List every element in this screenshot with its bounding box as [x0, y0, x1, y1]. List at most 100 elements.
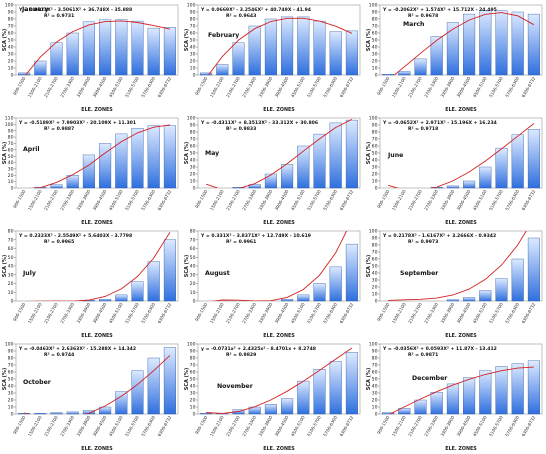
x-tick-label: 3300-3900	[440, 189, 456, 212]
bar-4500-5100	[297, 145, 310, 189]
y-tick-label: 50	[190, 377, 196, 383]
x-tick-label: 5700-6300	[322, 302, 338, 325]
bar-6300-6732	[163, 125, 176, 189]
y-tick-label: 60	[372, 370, 378, 376]
y-tick-label: 40	[8, 384, 14, 390]
x-tick-label: 6300-6732	[157, 189, 173, 212]
x-tick-label: 1500-2100	[391, 415, 407, 438]
r-squared: R² = 0.9965	[44, 239, 74, 245]
bar-2700-3300	[66, 175, 79, 189]
y-tick-label: 70	[8, 363, 14, 369]
x-tick-label: 4500-5100	[108, 415, 124, 438]
trend-line	[24, 20, 170, 75]
x-tick-label: 6300-6732	[521, 415, 537, 438]
x-tick-label: 3300-3900	[258, 302, 274, 325]
x-tick-label: 3900-4500	[92, 189, 108, 212]
trend-equation: Y = 0.2178X³ - 1.6167X² + 3.2666X - 0.93…	[382, 233, 496, 239]
trend-equation: Y = -0.0463X³ + 2.6363X² - 15.288X + 14.…	[18, 346, 136, 352]
x-axis-label: ELE. ZONES	[263, 107, 295, 113]
month-label: December	[412, 375, 448, 382]
x-tick-label: 5100-5700	[488, 415, 504, 438]
bar-5100-5700	[131, 20, 144, 76]
x-tick-label: 2100-2700	[225, 189, 241, 212]
x-tick-label: 3900-4500	[92, 76, 108, 99]
x-tick-label: 2700-3300	[423, 189, 439, 212]
x-tick-label: 3300-3900	[440, 302, 456, 325]
x-tick-label: 2100-2700	[407, 302, 423, 325]
x-tick-label: 4500-5100	[290, 76, 306, 99]
x-tick-label: 5100-5700	[124, 415, 140, 438]
bar-4500-5100	[479, 166, 492, 189]
bar-5100-5700	[131, 127, 144, 189]
y-tick-label: 100	[5, 342, 14, 348]
x-tick-label: 5100-5700	[306, 189, 322, 212]
y-tick-label: 20	[372, 172, 378, 178]
y-tick-label: 0	[193, 412, 196, 418]
x-tick-label: 900-1500	[12, 302, 27, 322]
bar-6300-6732	[527, 13, 540, 76]
y-axis-label: SCA (%)	[2, 29, 8, 51]
trend-line	[211, 231, 348, 301]
y-tick-label: 20	[190, 398, 196, 404]
trend-equation: Y = -0.0652X³ + 2.971X² - 15.196X + 16.2…	[382, 120, 497, 126]
x-tick-label: 900-1500	[12, 415, 27, 435]
x-tick-label: 6300-6732	[157, 415, 173, 438]
trend-equation: y = -0.0731x³ + 2.4325x² - 8.4701x + 8.2…	[201, 346, 316, 352]
x-tick-label: 5700-6300	[140, 415, 156, 438]
x-tick-label: 6300-6732	[339, 76, 355, 99]
bar-4500-5100	[115, 19, 128, 76]
x-tick-label: 1500-2100	[391, 302, 407, 325]
x-axis-label: ELE. ZONES	[445, 446, 477, 452]
x-tick-label: 5100-5700	[124, 302, 140, 325]
y-tick-label: 50	[8, 154, 14, 160]
bar-900-1500	[382, 74, 395, 76]
bar-3900-4500	[281, 164, 294, 189]
x-tick-label: 1500-2100	[391, 76, 407, 99]
bar-1500-2100	[34, 413, 47, 415]
x-tick-label: 4500-5100	[472, 302, 488, 325]
x-tick-label: 5100-5700	[488, 189, 504, 212]
y-tick-label: 80	[372, 17, 378, 23]
trend-equation: Y = -0.4311X³ + 8.3513X² - 33.312X + 30.…	[200, 120, 318, 126]
bar-6300-6732	[345, 119, 358, 189]
x-tick-label: 900-1500	[12, 76, 27, 96]
y-tick-label: 50	[372, 377, 378, 383]
y-tick-label: 10	[190, 179, 196, 185]
y-tick-label: 70	[190, 24, 196, 30]
y-tick-label: 50	[190, 255, 196, 261]
x-tick-label: 900-1500	[194, 76, 209, 96]
x-axis-label: ELE. ZONES	[81, 333, 113, 339]
y-tick-label: 60	[190, 246, 196, 252]
y-tick-label: 100	[187, 3, 196, 9]
r-squared: R² = 0.9829	[226, 352, 256, 358]
bar-5700-6300	[329, 361, 342, 415]
y-tick-label: 40	[190, 45, 196, 51]
bar-4500-5100	[479, 290, 492, 302]
y-axis-label: SCA (%)	[184, 255, 190, 277]
y-tick-label: 40	[190, 384, 196, 390]
bar-5700-6300	[329, 31, 342, 76]
x-tick-label: 3300-3900	[76, 302, 92, 325]
bar-900-1500	[200, 72, 213, 76]
bar-2700-3300	[430, 36, 443, 76]
y-tick-label: 20	[8, 173, 14, 179]
bar-5700-6300	[511, 134, 524, 189]
r-squared: R² = 0.9973	[408, 239, 438, 245]
y-axis-label: SCA (%)	[184, 142, 190, 164]
x-tick-label: 2700-3300	[59, 76, 75, 99]
month-label: July	[22, 270, 36, 277]
x-tick-label: 5100-5700	[306, 76, 322, 99]
bar-5100-5700	[495, 10, 508, 76]
x-tick-label: 900-1500	[376, 415, 391, 435]
x-axis-label: ELE. ZONES	[445, 107, 477, 113]
y-tick-label: 100	[369, 116, 378, 122]
bar-900-1500	[200, 413, 213, 415]
y-tick-label: 40	[372, 384, 378, 390]
x-tick-label: 3900-4500	[92, 302, 108, 325]
bar-3300-3900	[264, 403, 277, 415]
x-axis-label: ELE. ZONES	[445, 220, 477, 226]
bar-2700-3300	[248, 184, 261, 189]
bar-3300-3900	[446, 299, 459, 302]
